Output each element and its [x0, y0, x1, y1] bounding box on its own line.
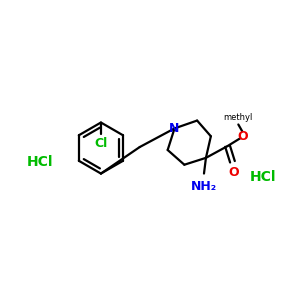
- Text: HCl: HCl: [250, 170, 276, 184]
- Text: O: O: [237, 130, 247, 143]
- Text: Cl: Cl: [94, 137, 108, 150]
- Text: N: N: [169, 122, 180, 135]
- Text: methyl: methyl: [224, 112, 253, 122]
- Text: O: O: [228, 166, 239, 179]
- Text: HCl: HCl: [27, 155, 53, 169]
- Text: NH₂: NH₂: [191, 180, 217, 194]
